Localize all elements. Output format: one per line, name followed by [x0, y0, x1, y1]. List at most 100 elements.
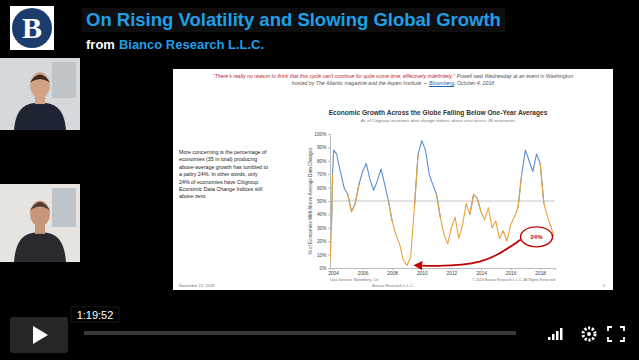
series-line [330, 174, 332, 261]
chart-copyright: © 2018 Bianco Research L.L.C. All Rights… [472, 278, 555, 282]
tick-mark [540, 268, 541, 270]
tick-label: 100% [314, 132, 327, 137]
tick-mark [328, 255, 330, 256]
play-icon[interactable] [33, 326, 48, 344]
tick: 20% [317, 239, 330, 244]
tick: 50% [317, 199, 330, 204]
tick: 40% [317, 212, 330, 217]
y-axis: 0%10%20%30%40%50%60%70%80%90%100% [314, 132, 330, 271]
chart-title: Economic Growth Across the Globe Falling… [329, 109, 548, 117]
gear-inner[interactable] [587, 332, 591, 336]
tick-label: 20% [317, 239, 327, 244]
quality-bar[interactable] [560, 328, 563, 340]
title: On Rising Volatility and Slowing Global … [82, 8, 505, 32]
plot-area [330, 141, 553, 266]
axis-line [328, 135, 331, 269]
person-body [14, 232, 66, 262]
tick-label: 2016 [506, 271, 517, 276]
tick-mark [328, 268, 330, 269]
reference-line [330, 201, 555, 202]
tick-mark [422, 268, 423, 270]
tick-mark [328, 147, 330, 148]
quality-bar[interactable] [556, 331, 559, 340]
webcam-bg [0, 184, 80, 262]
tick-label: 2014 [476, 271, 487, 276]
tick-mark [511, 268, 512, 270]
webcam-wall [52, 62, 76, 98]
logo-bg [10, 6, 54, 50]
tick: 2006 [358, 268, 369, 276]
quote-date: , October 4, 2018 [454, 80, 494, 86]
tick-label: 2018 [535, 271, 546, 276]
tick-label: 2004 [328, 271, 339, 276]
series-line [331, 150, 392, 228]
tick-mark [328, 134, 330, 135]
byline-from: from [86, 37, 115, 52]
play-bg[interactable] [10, 317, 68, 353]
quality-icon[interactable] [548, 328, 563, 340]
x-axis: 2004 2006 2008 2010 2012 2014 2016 2018 [328, 268, 555, 276]
person-head [30, 201, 50, 227]
person-body [14, 103, 66, 130]
tick-label: 2010 [417, 271, 428, 276]
tick-label: 60% [317, 186, 327, 191]
tick: 10% [317, 253, 330, 258]
tick: 60% [317, 186, 330, 191]
quality-bar[interactable] [548, 337, 551, 340]
webcam-wall [52, 188, 76, 227]
tick-mark [328, 228, 330, 229]
tick-mark [451, 268, 452, 270]
tick-label: 2008 [387, 271, 398, 276]
tick-mark [328, 188, 330, 189]
tick-mark [392, 268, 393, 270]
settings-icon[interactable] [583, 328, 595, 340]
webcam [0, 58, 80, 130]
progress-track[interactable] [84, 331, 516, 335]
person-hair [30, 75, 50, 83]
tick: 80% [317, 159, 330, 164]
webcam [0, 184, 80, 262]
quote: “There's really no reason to think that … [211, 73, 575, 86]
tick-label: 2012 [447, 271, 458, 276]
byline-company: Bianco Research L.L.C. [119, 37, 264, 52]
fullscreen-icon[interactable] [608, 327, 624, 341]
footer-company: Bianco Research L.L.C. [372, 283, 414, 288]
player-controls: 1:19:52 [0, 300, 639, 360]
chart: Economic Growth Across the Globe Falling… [173, 69, 613, 290]
play-button[interactable] [10, 317, 68, 353]
annotation-arrow [417, 240, 521, 266]
tick-label: 40% [317, 212, 327, 217]
series-line [348, 185, 359, 212]
person-hair [30, 202, 50, 211]
commentary: More concerning is the percentage of eco… [179, 149, 269, 201]
quality-bar[interactable] [552, 334, 555, 340]
chart-subtitle: As of Citigroup economic data change ind… [360, 118, 517, 123]
tick-mark [333, 268, 334, 270]
series-line [540, 163, 553, 235]
series-line [414, 141, 440, 217]
tick-mark [328, 161, 330, 162]
tick: 2012 [447, 268, 458, 276]
y-axis-title: % of Economies With Above-Average Data C… [308, 147, 313, 255]
tick-label: 90% [317, 145, 327, 150]
logo-circle [12, 8, 52, 48]
tick: 2018 [535, 268, 546, 276]
tick: 30% [317, 226, 330, 231]
tick-mark [481, 268, 482, 270]
tick-label: 50% [317, 199, 327, 204]
webcam-bg [0, 58, 80, 130]
tick-mark [328, 174, 330, 175]
tick-mark [363, 268, 364, 270]
tick-label: 70% [317, 172, 327, 177]
tick: 2014 [476, 268, 487, 276]
tick: 2010 [417, 268, 428, 276]
tick: 100% [314, 132, 330, 137]
tick-mark [328, 241, 330, 242]
axis-line [331, 269, 556, 271]
tick: 2008 [387, 268, 398, 276]
tick-label: 2006 [358, 271, 369, 276]
time-text: 1:19:52 [77, 309, 114, 321]
quote-text: “There's really no reason to think that … [213, 73, 455, 79]
gear-outer[interactable] [583, 328, 595, 340]
series-line [388, 154, 418, 265]
